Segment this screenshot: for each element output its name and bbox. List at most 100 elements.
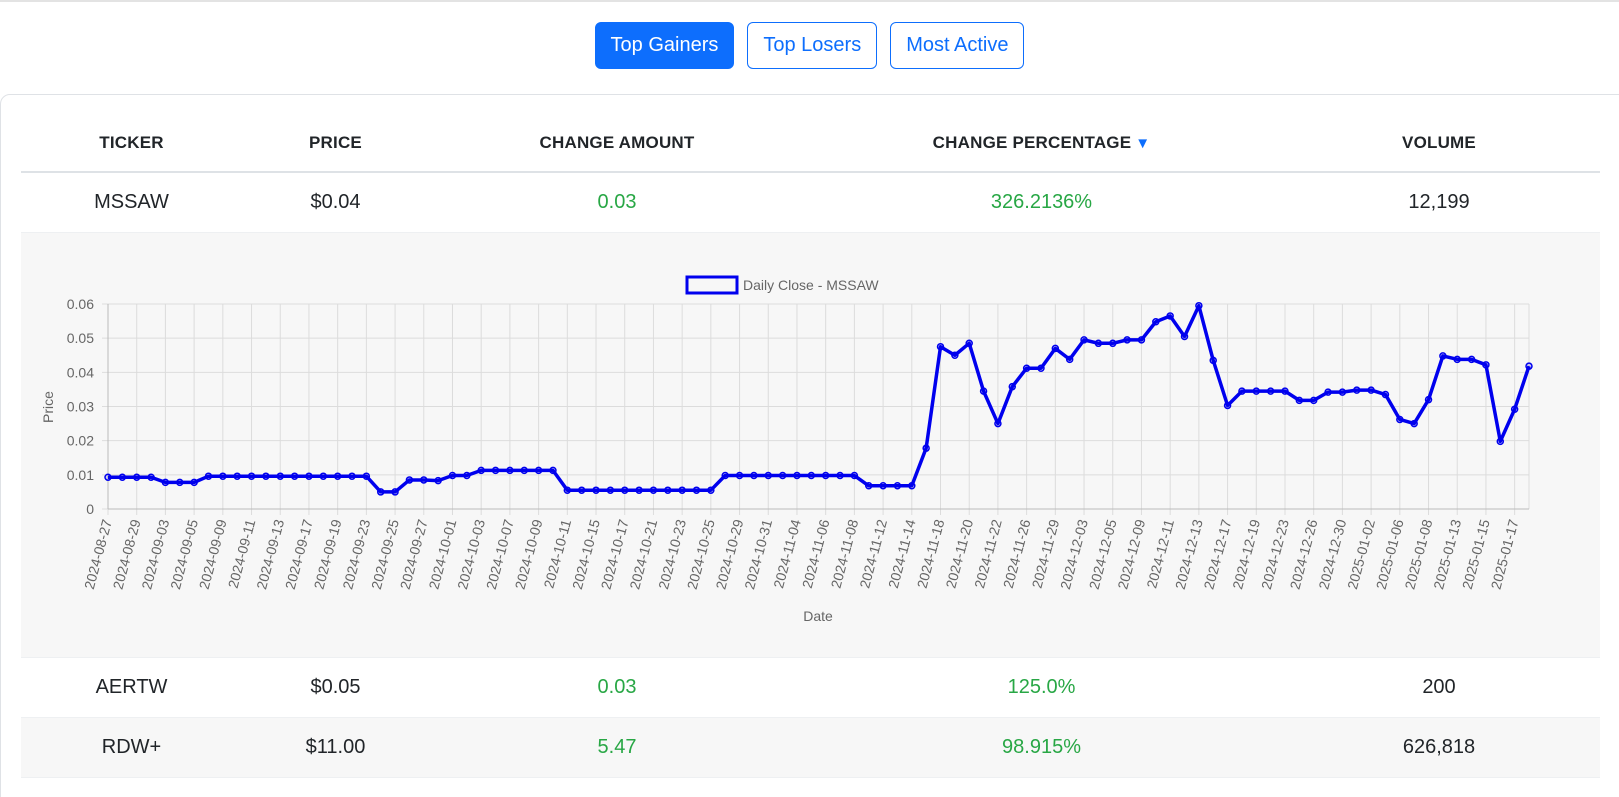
data-point[interactable] <box>1051 344 1060 353</box>
data-point[interactable] <box>290 472 299 480</box>
data-point[interactable] <box>1065 355 1074 364</box>
data-point[interactable] <box>664 486 672 494</box>
data-point[interactable] <box>448 471 457 480</box>
data-point[interactable] <box>1137 336 1146 344</box>
data-point[interactable] <box>1094 339 1103 348</box>
data-point[interactable] <box>1281 387 1289 395</box>
data-point[interactable] <box>319 472 328 480</box>
data-point[interactable] <box>463 471 471 480</box>
data-point[interactable] <box>692 486 701 494</box>
data-point[interactable] <box>1266 387 1275 395</box>
data-point[interactable] <box>147 473 155 481</box>
data-point[interactable] <box>1008 382 1017 391</box>
data-point[interactable] <box>606 486 615 494</box>
data-point[interactable] <box>420 476 428 484</box>
data-point[interactable] <box>1109 339 1117 348</box>
data-point[interactable] <box>1525 362 1533 370</box>
data-point[interactable] <box>276 472 284 480</box>
data-point[interactable] <box>1467 355 1476 364</box>
data-point[interactable] <box>735 471 744 480</box>
data-point[interactable] <box>118 473 127 481</box>
data-point[interactable] <box>620 486 629 494</box>
data-point[interactable] <box>104 473 112 481</box>
data-point[interactable] <box>979 387 988 395</box>
data-point[interactable] <box>520 466 528 475</box>
data-point[interactable] <box>1252 387 1261 395</box>
data-point[interactable] <box>1510 405 1519 413</box>
data-point[interactable] <box>1482 361 1490 369</box>
data-point[interactable] <box>936 342 945 351</box>
data-point[interactable] <box>879 482 887 490</box>
data-point[interactable] <box>678 486 686 494</box>
data-point[interactable] <box>793 471 801 480</box>
table-row[interactable]: MSSAW $0.04 0.03 326.2136% 12,199 <box>21 173 1600 233</box>
data-point[interactable] <box>491 466 500 475</box>
data-point[interactable] <box>592 486 600 494</box>
header-change-percentage[interactable]: CHANGE PERCENTAGE ▼ <box>805 133 1278 171</box>
header-price[interactable]: PRICE <box>309 133 362 152</box>
table-row[interactable]: AERTW $0.05 0.03 125.0% 200 <box>21 658 1600 718</box>
tab-most-active[interactable]: Most Active <box>890 22 1025 69</box>
data-point[interactable] <box>951 351 959 359</box>
data-point[interactable] <box>1496 437 1505 446</box>
data-point[interactable] <box>850 471 859 480</box>
legend-label[interactable]: Daily Close - MSSAW <box>743 277 879 293</box>
data-point[interactable] <box>1338 388 1347 396</box>
data-point[interactable] <box>1367 386 1375 394</box>
tab-top-gainers[interactable]: Top Gainers <box>594 22 735 69</box>
data-point[interactable] <box>721 471 729 480</box>
data-point[interactable] <box>348 472 356 480</box>
data-point[interactable] <box>434 476 442 485</box>
data-point[interactable] <box>262 472 270 480</box>
data-point[interactable] <box>1037 364 1045 372</box>
data-point[interactable] <box>391 488 399 496</box>
data-point[interactable] <box>405 476 414 484</box>
data-point[interactable] <box>577 486 586 494</box>
data-point[interactable] <box>836 471 844 480</box>
data-point[interactable] <box>750 471 758 480</box>
data-point[interactable] <box>176 478 184 487</box>
data-point[interactable] <box>821 471 830 480</box>
data-point[interactable] <box>965 339 973 348</box>
data-point[interactable] <box>893 482 902 490</box>
data-point[interactable] <box>233 472 241 480</box>
data-point[interactable] <box>908 482 916 490</box>
data-point[interactable] <box>477 466 485 475</box>
data-point[interactable] <box>1295 396 1304 405</box>
data-point[interactable] <box>635 486 643 494</box>
data-point[interactable] <box>1410 419 1418 428</box>
data-point[interactable] <box>1453 355 1461 364</box>
data-point[interactable] <box>778 471 787 480</box>
data-point[interactable] <box>190 478 198 487</box>
data-point[interactable] <box>305 472 313 480</box>
data-point[interactable] <box>1396 415 1404 424</box>
data-point[interactable] <box>1080 336 1088 344</box>
header-change-amount[interactable]: CHANGE AMOUNT <box>539 133 695 152</box>
data-point[interactable] <box>362 472 371 480</box>
data-point[interactable] <box>1381 390 1390 399</box>
header-volume[interactable]: VOLUME <box>1402 133 1476 152</box>
data-point[interactable] <box>1309 396 1318 405</box>
data-point[interactable] <box>1439 352 1447 360</box>
data-point[interactable] <box>376 488 385 496</box>
data-point[interactable] <box>534 466 543 475</box>
data-point[interactable] <box>994 419 1002 428</box>
data-point[interactable] <box>204 472 213 480</box>
data-point[interactable] <box>1195 301 1203 310</box>
data-point[interactable] <box>549 466 557 475</box>
data-point[interactable] <box>1209 356 1217 365</box>
data-point[interactable] <box>333 472 342 480</box>
data-point[interactable] <box>219 472 227 480</box>
data-point[interactable] <box>1152 318 1160 326</box>
table-row[interactable]: RDW+ $11.00 5.47 98.915% 626,818 <box>21 718 1600 778</box>
data-point[interactable] <box>807 471 816 480</box>
data-point[interactable] <box>1353 386 1361 394</box>
data-point[interactable] <box>1238 387 1246 395</box>
header-ticker[interactable]: TICKER <box>99 133 164 152</box>
data-point[interactable] <box>1424 395 1433 404</box>
data-point[interactable] <box>161 478 170 487</box>
data-point[interactable] <box>563 486 572 494</box>
data-point[interactable] <box>922 444 930 452</box>
data-point[interactable] <box>764 471 773 480</box>
data-point[interactable] <box>707 486 715 494</box>
